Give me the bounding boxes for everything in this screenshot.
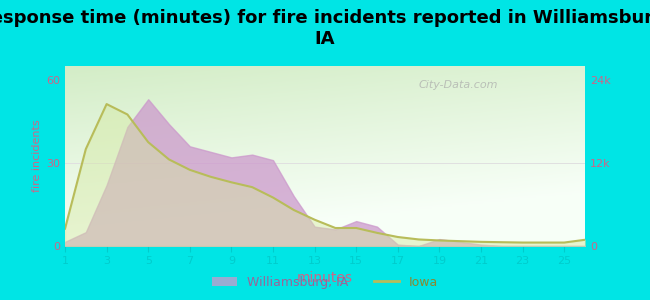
Text: Response time (minutes) for fire incidents reported in Williamsburg,
IA: Response time (minutes) for fire inciden… bbox=[0, 9, 650, 48]
X-axis label: minutes: minutes bbox=[297, 271, 353, 285]
Legend: Williamsburg, IA, Iowa: Williamsburg, IA, Iowa bbox=[207, 271, 443, 294]
Y-axis label: fire incidents: fire incidents bbox=[32, 120, 42, 192]
Text: City-Data.com: City-Data.com bbox=[419, 80, 498, 90]
